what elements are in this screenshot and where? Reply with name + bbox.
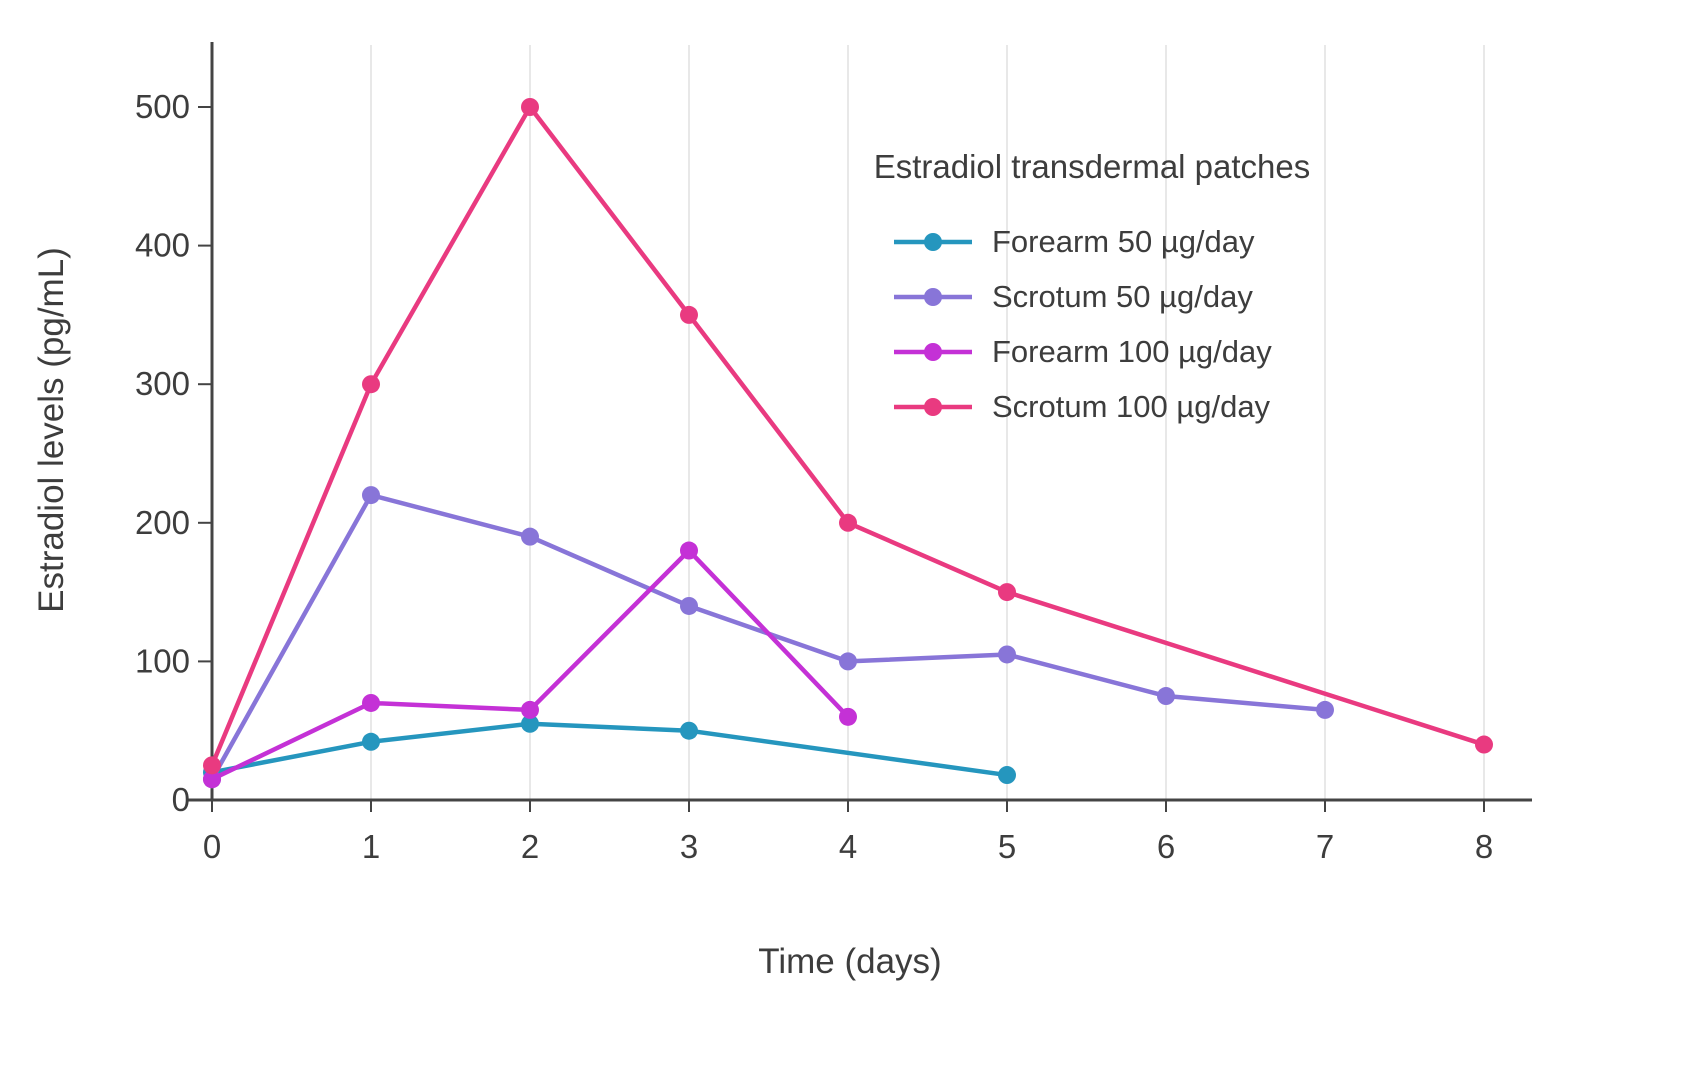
- legend: Estradiol transdermal patches Forearm 50…: [822, 148, 1362, 434]
- legend-swatch-icon: [894, 287, 972, 306]
- legend-title: Estradiol transdermal patches: [873, 148, 1311, 185]
- data-point: [362, 732, 380, 751]
- legend-item-2[interactable]: Scrotum 50 µg/day: [890, 269, 1362, 324]
- data-point: [521, 714, 539, 733]
- x-tick-label: 6: [1157, 828, 1175, 865]
- data-point: [203, 756, 221, 775]
- x-tick-label: 5: [998, 828, 1016, 865]
- y-tick-label: 300: [135, 365, 190, 402]
- x-tick-label: 8: [1475, 828, 1493, 865]
- y-tick-label: 200: [135, 504, 190, 541]
- legend-label: Forearm 100 µg/day: [992, 333, 1272, 369]
- legend-item-1[interactable]: Forearm 50 µg/day: [890, 214, 1362, 269]
- x-tick-label: 2: [521, 828, 539, 865]
- x-tick-label: 4: [839, 828, 857, 865]
- data-point: [1157, 687, 1175, 706]
- data-point: [521, 527, 539, 546]
- y-tick-label: 500: [135, 88, 190, 125]
- data-point: [1316, 700, 1334, 719]
- x-tick-label: 3: [680, 828, 698, 865]
- data-point: [680, 541, 698, 560]
- series-line-2: [209, 492, 1328, 782]
- y-tick-label: 100: [135, 642, 190, 679]
- y-axis-title: Estradiol levels (pg/mL): [32, 247, 71, 613]
- data-point: [521, 98, 539, 116]
- legend-label: Scrotum 50 µg/day: [992, 278, 1253, 314]
- data-point: [362, 375, 380, 394]
- data-point: [680, 721, 698, 740]
- data-point: [839, 707, 857, 726]
- x-tick-label: 0: [203, 828, 221, 865]
- data-point: [362, 693, 380, 712]
- data-point: [1475, 735, 1493, 754]
- x-tick-label: 7: [1316, 828, 1334, 865]
- data-point: [998, 583, 1016, 602]
- series-line-1: [209, 721, 1010, 778]
- data-point: [680, 596, 698, 615]
- data-point: [521, 700, 539, 719]
- y-tick-label: 0: [172, 781, 190, 818]
- legend-items: Forearm 50 µg/day Scrotum 50 µg/day Forear…: [822, 214, 1362, 434]
- y-tick-label: 400: [135, 227, 190, 264]
- data-point: [680, 305, 698, 324]
- data-point: [998, 766, 1016, 785]
- data-point: [362, 486, 380, 505]
- legend-label: Forearm 50 µg/day: [992, 223, 1255, 259]
- legend-swatch-icon: [894, 232, 972, 251]
- x-tick-label: 1: [362, 828, 380, 865]
- legend-swatch-icon: [894, 397, 972, 416]
- data-point: [998, 645, 1016, 664]
- legend-item-3[interactable]: Forearm 100 µg/day: [890, 324, 1362, 379]
- legend-label: Scrotum 100 µg/day: [992, 388, 1271, 424]
- legend-item-4[interactable]: Scrotum 100 µg/day: [890, 379, 1362, 434]
- x-axis-title: Time (days): [758, 942, 942, 981]
- data-point: [203, 770, 221, 789]
- legend-swatch-icon: [894, 342, 972, 361]
- data-point: [839, 513, 857, 532]
- data-point: [839, 652, 857, 671]
